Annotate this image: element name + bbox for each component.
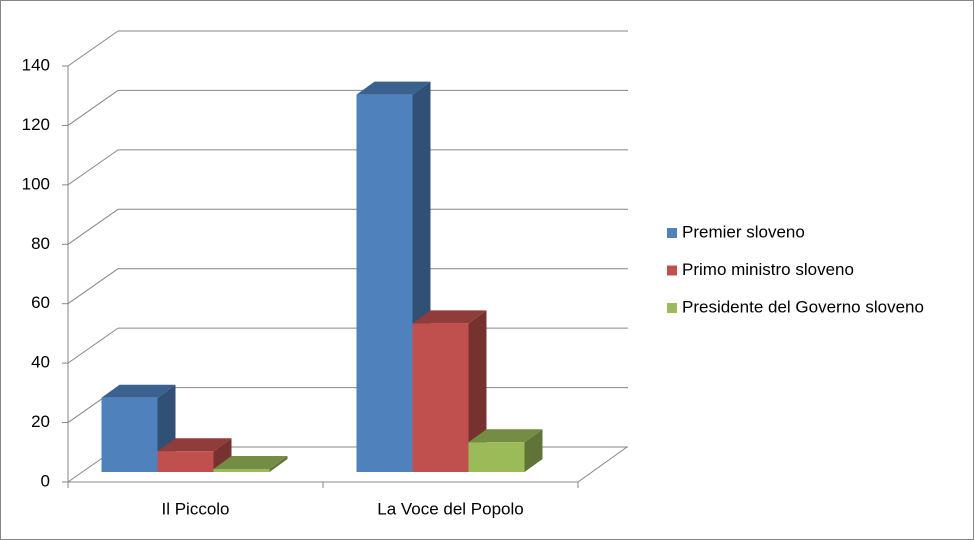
y-tick-label: 40 [31, 353, 50, 372]
y-tick-label: 60 [31, 293, 50, 312]
bar-top [101, 384, 176, 398]
legend-label: Presidente del Governo sloveno [682, 297, 924, 316]
grid-line [67, 327, 119, 364]
y-tick-label: 80 [31, 234, 50, 253]
y-tick-label: 120 [22, 115, 50, 134]
legend-swatch [667, 265, 677, 276]
y-tick-label: 140 [22, 55, 50, 74]
legend-label: Premier sloveno [682, 222, 805, 241]
grid-line [67, 208, 119, 245]
bar [157, 451, 214, 472]
bar-top [213, 456, 288, 470]
bar-side [213, 438, 232, 472]
bar [101, 397, 158, 472]
bar-side [468, 310, 487, 472]
bar-top [412, 310, 487, 324]
bar-side [524, 429, 543, 472]
grid-line [67, 30, 119, 67]
legend-swatch [667, 303, 677, 313]
y-tick-label: 20 [31, 412, 50, 431]
bar [356, 94, 413, 472]
bar [213, 469, 270, 472]
grid-line [67, 90, 119, 126]
y-tick-label: 100 [22, 174, 50, 193]
bar-top [157, 438, 232, 452]
legend-label: Primo ministro sloveno [682, 260, 854, 279]
bar-top [468, 429, 543, 443]
grid-line [67, 268, 119, 305]
legend-swatch [667, 228, 677, 238]
x-tick-label: Il Piccolo [161, 499, 229, 518]
bar [468, 442, 525, 472]
bar [412, 323, 469, 472]
bar-top [356, 81, 431, 95]
floor-edge [577, 446, 628, 483]
grid-line [67, 149, 119, 186]
x-tick-label: La Voce del Popolo [377, 499, 524, 518]
bar-side [269, 456, 288, 472]
y-tick-label: 0 [41, 471, 50, 490]
